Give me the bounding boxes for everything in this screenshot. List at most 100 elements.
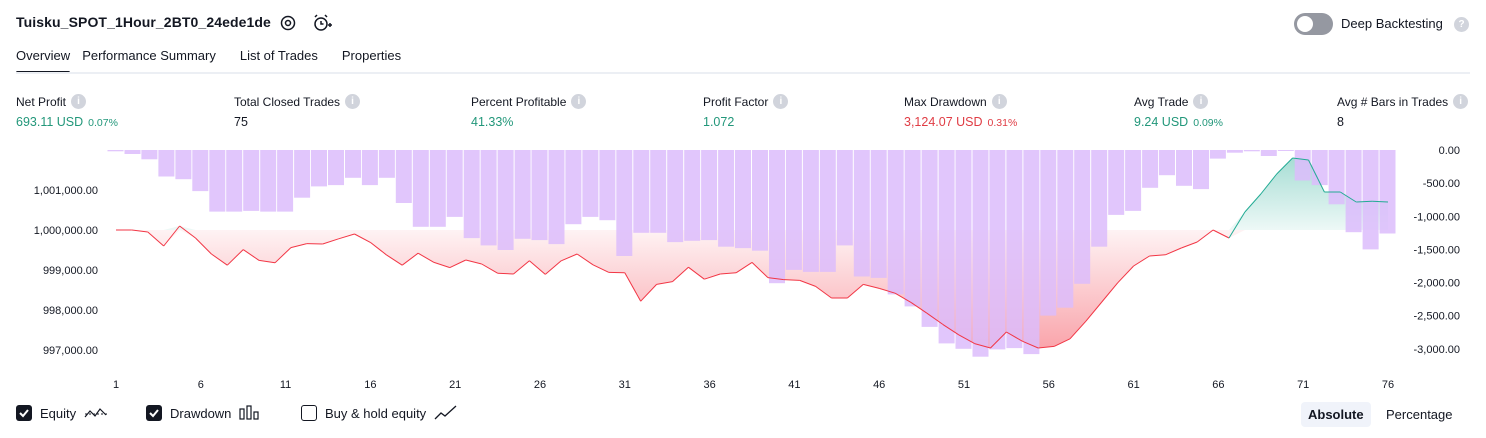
percentage-mode-button[interactable]: Percentage bbox=[1386, 407, 1453, 422]
drawdown-bar bbox=[650, 150, 667, 233]
stat-value: 693.11 USD bbox=[16, 115, 84, 129]
absolute-mode-button[interactable]: Absolute bbox=[1301, 402, 1371, 427]
drawdown-bar bbox=[345, 150, 361, 178]
stat-value: 75 bbox=[234, 115, 248, 129]
equity-drawdown-chart[interactable]: 1,001,000.00 1,000,000.00 999,000.00 998,00… bbox=[0, 140, 1486, 400]
drawdown-bar bbox=[616, 150, 633, 256]
x-axis-tick-label: 1 bbox=[113, 379, 119, 391]
drawdown-bar bbox=[1074, 150, 1091, 284]
drawdown-bar bbox=[1057, 150, 1074, 308]
equity-line-segment bbox=[1022, 340, 1039, 349]
stat-avg-bars: Avg # Bars in Trades i 8 bbox=[1337, 94, 1469, 129]
info-icon[interactable]: i bbox=[773, 94, 789, 109]
drawdown-checkbox[interactable]: Drawdown bbox=[146, 405, 261, 421]
equity-line-segment bbox=[1165, 247, 1182, 256]
equity-gain-area bbox=[116, 158, 1388, 230]
tab-list-of-trades[interactable]: List of Trades bbox=[239, 48, 318, 63]
equity-line-segment bbox=[195, 237, 212, 255]
drawdown-bar bbox=[1260, 150, 1277, 156]
drawdown-bars-icon bbox=[239, 405, 260, 420]
equity-line-segment bbox=[1372, 200, 1389, 203]
drawdown-bar bbox=[769, 150, 785, 284]
equity-line-segment bbox=[704, 273, 721, 280]
tab-properties[interactable]: Properties bbox=[341, 48, 402, 63]
equity-line-segment bbox=[513, 260, 530, 275]
equity-checkbox[interactable]: Equity bbox=[16, 405, 108, 421]
equity-label: Equity bbox=[40, 405, 77, 421]
info-icon[interactable]: i bbox=[71, 94, 87, 109]
stat-value: 9.24 USD bbox=[1134, 115, 1189, 129]
stat-net-profit: Net Profit i 693.11 USD 0.07% bbox=[16, 94, 118, 129]
deep-backtesting-help-icon[interactable]: ? bbox=[1454, 17, 1469, 32]
drawdown-axis-tick-label: -2,000.00 bbox=[1414, 278, 1460, 290]
stat-percent-profitable: Percent Profitable i 41.33% bbox=[471, 94, 587, 129]
buy-hold-equity-checkbox[interactable]: Buy & hold equity bbox=[301, 405, 458, 421]
info-icon[interactable]: i bbox=[345, 94, 361, 109]
equity-line-segment bbox=[211, 253, 228, 266]
drawdown-axis-tick-label: -2,500.00 bbox=[1414, 311, 1460, 323]
x-axis-tick-label: 56 bbox=[1043, 379, 1055, 391]
drawdown-bar bbox=[955, 150, 972, 349]
equity-axis-tick-label: 997,000.00 bbox=[43, 345, 98, 357]
x-axis-tick-label: 76 bbox=[1382, 379, 1394, 391]
drawdown-bar bbox=[684, 150, 701, 241]
checkbox-unchecked-icon[interactable] bbox=[301, 405, 317, 421]
x-axis-tick-label: 11 bbox=[280, 379, 291, 391]
deep-backtesting-label: Deep Backtesting bbox=[1341, 16, 1443, 31]
drawdown-bar bbox=[870, 150, 887, 278]
info-icon[interactable]: i bbox=[1453, 94, 1469, 109]
equity-line-segment bbox=[672, 266, 689, 282]
info-icon[interactable]: i bbox=[571, 94, 587, 109]
checkbox-checked-icon[interactable] bbox=[16, 405, 32, 421]
equity-line-segment bbox=[290, 243, 307, 249]
drawdown-bar bbox=[1108, 150, 1125, 215]
equity-line-segment bbox=[910, 301, 928, 314]
equity-line-segment bbox=[592, 264, 610, 273]
equity-axis-tick-label: 1,000,000.00 bbox=[34, 225, 98, 237]
drawdown-bar bbox=[1345, 150, 1362, 233]
tab-overview[interactable]: Overview bbox=[16, 48, 71, 74]
stat-label: Net Profit bbox=[16, 94, 67, 109]
equity-line-segment bbox=[226, 249, 244, 266]
x-axis-tick-label: 26 bbox=[534, 379, 546, 391]
drawdown-bar bbox=[972, 150, 989, 357]
stat-label: Max Drawdown bbox=[904, 94, 987, 109]
equity-line-segment bbox=[1053, 338, 1071, 347]
drawdown-bar bbox=[1006, 150, 1023, 349]
checkbox-checked-icon[interactable] bbox=[146, 405, 162, 421]
equity-line-segment bbox=[1038, 345, 1055, 349]
buy-hold-equity-label: Buy & hold equity bbox=[325, 405, 427, 421]
info-icon[interactable]: i bbox=[991, 94, 1007, 109]
stat-label: Profit Factor bbox=[703, 94, 769, 109]
equity-line-segment bbox=[163, 225, 180, 247]
info-icon[interactable]: i bbox=[1193, 94, 1209, 109]
equity-line-segment bbox=[926, 312, 944, 325]
equity-line-segment bbox=[863, 283, 880, 289]
equity-line-segment bbox=[401, 252, 419, 266]
stat-value: 41.33% bbox=[471, 115, 514, 129]
equity-line-segment bbox=[259, 259, 276, 264]
equity-line-segment bbox=[990, 331, 1007, 349]
drawdown-bar bbox=[395, 150, 412, 203]
drawdown-bar bbox=[667, 150, 684, 243]
equity-line-segment bbox=[656, 281, 673, 285]
drawdown-bar bbox=[446, 150, 463, 217]
equity-line-segment bbox=[1181, 241, 1198, 249]
stat-label: Percent Profitable bbox=[471, 94, 567, 109]
drawdown-axis-tick-label: -1,000.00 bbox=[1414, 211, 1460, 223]
deep-backtesting-toggle[interactable] bbox=[1294, 13, 1333, 35]
drawdown-bar bbox=[158, 150, 175, 177]
equity-line-segment bbox=[688, 266, 705, 280]
drawdown-bar bbox=[887, 150, 904, 295]
tab-performance-summary[interactable]: Performance Summary bbox=[82, 48, 216, 63]
settings-icon[interactable] bbox=[278, 13, 298, 33]
equity-line-segment bbox=[561, 253, 578, 262]
drawdown-bar bbox=[480, 150, 497, 246]
drawdown-axis-tick-label: -3,000.00 bbox=[1414, 344, 1460, 356]
add-alert-icon[interactable] bbox=[312, 13, 332, 33]
drawdown-bar bbox=[107, 150, 124, 152]
x-axis-tick-label: 41 bbox=[788, 379, 800, 391]
drawdown-bar bbox=[1040, 150, 1057, 316]
drawdown-bar bbox=[785, 150, 802, 270]
x-axis-tick-label: 61 bbox=[1127, 379, 1139, 391]
